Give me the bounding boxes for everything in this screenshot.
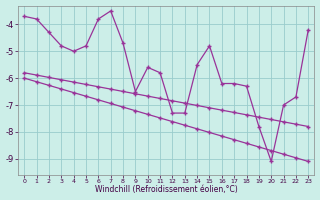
X-axis label: Windchill (Refroidissement éolien,°C): Windchill (Refroidissement éolien,°C) — [95, 185, 238, 194]
